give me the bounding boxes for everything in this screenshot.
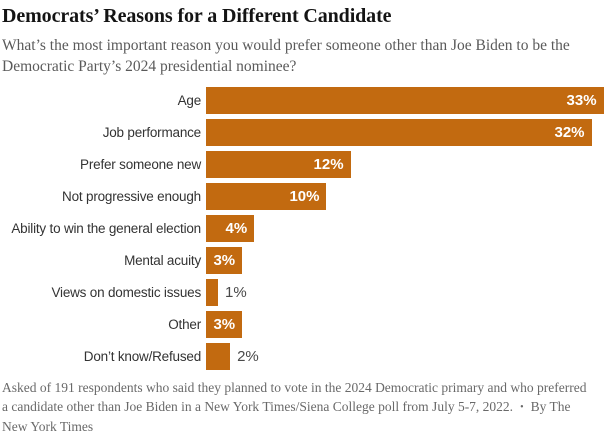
bar-chart: Age 33% Job performance 32% Prefer someone n… <box>2 87 606 370</box>
bar-row: Age 33% <box>2 87 606 114</box>
bar: 12% <box>206 151 351 178</box>
value-label: 12% <box>313 156 344 173</box>
bar-track: 33% <box>206 87 606 114</box>
bullet-separator: • <box>520 401 524 413</box>
category-label: Job performance <box>102 125 202 140</box>
bar-row: Job performance 32% <box>2 119 606 146</box>
value-label: 3% <box>213 252 236 269</box>
category-label: Ability to win the general election <box>11 221 201 236</box>
value-label: 10% <box>289 188 320 205</box>
value-label: 4% <box>225 220 248 237</box>
chart-title: Democrats’ Reasons for a Different Candi… <box>2 5 392 27</box>
bar <box>206 279 219 306</box>
value-label: 33% <box>566 92 597 109</box>
bar: 10% <box>206 183 327 210</box>
bar-track: 32% <box>206 119 606 146</box>
category-label: Mental acuity <box>124 253 201 268</box>
bar-track: 4% <box>206 215 606 242</box>
bar-track: 12% <box>206 151 606 178</box>
bar: 4% <box>206 215 255 242</box>
bar-track: 3% <box>206 247 606 274</box>
value-label: 3% <box>213 316 236 333</box>
bar <box>206 343 231 370</box>
bar-row: Other 3% <box>2 311 606 338</box>
footnote-text: Asked of 191 respondents who said they p… <box>2 380 587 414</box>
bar-track: 3% <box>206 311 606 338</box>
category-label: Views on domestic issues <box>51 285 201 300</box>
bar: 32% <box>206 119 592 146</box>
bar-row: Mental acuity 3% <box>2 247 606 274</box>
value-label: 1% <box>225 284 247 301</box>
bar-row: Ability to win the general election 4% <box>2 215 606 242</box>
bar-row: Don’t know/Refused 2% <box>2 343 606 370</box>
category-label: Not progressive enough <box>62 189 201 204</box>
bar-track: 2% <box>206 343 606 370</box>
category-label: Prefer someone new <box>80 157 201 172</box>
bar-track: 1% <box>206 279 606 306</box>
chart-footnote: Asked of 191 respondents who said they p… <box>2 378 594 436</box>
bar: 33% <box>206 87 604 114</box>
category-label: Don’t know/Refused <box>83 349 201 364</box>
bar-row: Views on domestic issues 1% <box>2 279 606 306</box>
value-label: 2% <box>237 348 259 365</box>
bar-track: 10% <box>206 183 606 210</box>
bar: 3% <box>206 247 243 274</box>
value-label: 32% <box>554 124 585 141</box>
bar-row: Prefer someone new 12% <box>2 151 606 178</box>
category-label: Other <box>168 317 201 332</box>
bar-row: Not progressive enough 10% <box>2 183 606 210</box>
category-label: Age <box>177 93 202 108</box>
bar: 3% <box>206 311 243 338</box>
chart-subtitle: What’s the most important reason you wou… <box>2 37 570 75</box>
